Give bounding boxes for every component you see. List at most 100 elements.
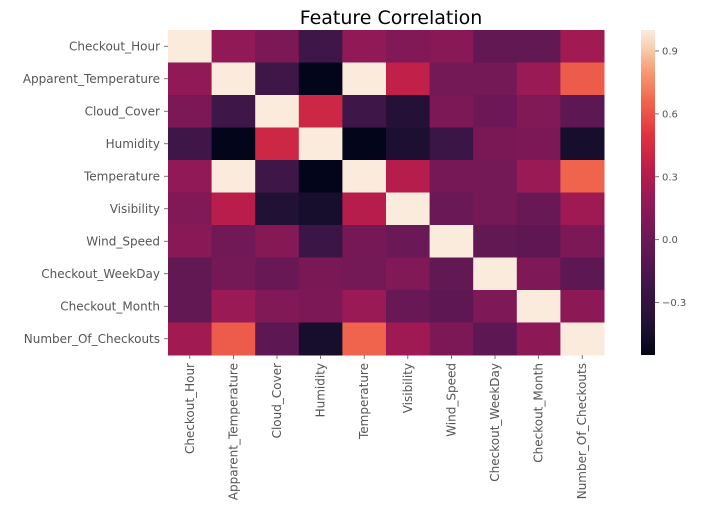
heatmap-cell [255, 95, 300, 128]
heatmap-cell [429, 192, 474, 226]
colorbar-tick-label: 0.9 [662, 46, 678, 57]
heatmap-cell [211, 62, 256, 96]
heatmap-cell [255, 290, 300, 323]
heatmap-cell [473, 160, 518, 193]
heatmap-cell [342, 225, 387, 258]
heatmap-cell [516, 127, 561, 161]
colorbar-tick-label: 0.6 [662, 109, 678, 120]
y-tick-label: Checkout_Month [60, 299, 160, 313]
y-tick-label: Wind_Speed [86, 234, 160, 248]
y-tick-label: Checkout_WeekDay [41, 267, 160, 281]
y-tick-label: Visibility [110, 202, 160, 216]
heatmap-cell [298, 30, 343, 63]
heatmap-cell [255, 30, 300, 63]
heatmap-cell [386, 127, 431, 161]
heatmap-cell [386, 322, 431, 356]
heatmap-cell [473, 322, 518, 356]
heatmap-cell [386, 160, 431, 193]
y-tick-labels: Checkout_Hour Apparent_Temperature Cloud_C… [23, 39, 168, 346]
colorbar-tick-label: 0.3 [662, 172, 678, 183]
heatmap-cell [255, 322, 300, 356]
heatmap-cell [342, 62, 387, 96]
heatmap-cell [386, 192, 431, 226]
y-tick-label: Humidity [106, 137, 160, 151]
heatmap-cell [298, 62, 343, 96]
heatmap-cell [516, 290, 561, 323]
x-tick-label: Checkout_Hour [183, 363, 197, 454]
heatmap-cell [560, 127, 605, 161]
heatmap-cell [429, 62, 474, 96]
heatmap-cell [516, 225, 561, 258]
heatmap-cell [168, 290, 213, 323]
heatmap-cell [560, 290, 605, 323]
heatmap-cell [473, 127, 518, 161]
heatmap-cell [429, 290, 474, 323]
heatmap-cell [211, 127, 256, 161]
heatmap-cell [255, 257, 300, 291]
heatmap-cell [386, 62, 431, 96]
heatmap-cell [168, 62, 213, 96]
heatmap-cell [298, 192, 343, 226]
heatmap-cell [560, 225, 605, 258]
heatmap-cell [560, 95, 605, 128]
heatmap-cell [211, 322, 256, 356]
x-tick-label: Checkout_Month [532, 363, 546, 463]
heatmap-cell [473, 62, 518, 96]
chart-title: Feature Correlation [300, 7, 483, 29]
y-tick-label: Cloud_Cover [85, 104, 160, 118]
heatmap-cell [516, 192, 561, 226]
heatmap-cell [211, 290, 256, 323]
heatmap-cell [386, 225, 431, 258]
heatmap-cell [298, 290, 343, 323]
heatmap-cell [429, 322, 474, 356]
heatmap-cells [168, 30, 605, 356]
heatmap-cell [386, 30, 431, 63]
heatmap-cell [516, 30, 561, 63]
heatmap-cell [168, 257, 213, 291]
heatmap-cell [560, 160, 605, 193]
heatmap-cell [342, 192, 387, 226]
heatmap-cell [473, 95, 518, 128]
heatmap-cell [298, 95, 343, 128]
heatmap-cell [429, 225, 474, 258]
y-tick-label: Temperature [83, 169, 160, 183]
heatmap-cell [168, 192, 213, 226]
x-tick-label: Humidity [314, 363, 328, 417]
y-tick-label: Checkout_Hour [69, 39, 160, 53]
heatmap-cell [473, 257, 518, 291]
colorbar-tick-label: 0.0 [662, 235, 678, 246]
heatmap-cell [168, 225, 213, 258]
heatmap-cell [473, 290, 518, 323]
heatmap-cell [560, 322, 605, 356]
heatmap-cell [211, 257, 256, 291]
heatmap-cell [386, 95, 431, 128]
heatmap-cell [560, 257, 605, 291]
colorbar: 0.9 0.6 0.3 0.0 −0.3 [641, 30, 686, 355]
heatmap-cell [298, 127, 343, 161]
x-tick-labels: Checkout_Hour Apparent_Temperature Cloud_C… [183, 355, 589, 500]
y-tick-label: Number_Of_Checkouts [24, 332, 160, 346]
x-tick-label: Apparent_Temperature [226, 363, 240, 500]
heatmap-cell [255, 62, 300, 96]
heatmap-cell [429, 160, 474, 193]
heatmap-cell [342, 160, 387, 193]
heatmap-cell [473, 30, 518, 63]
heatmap-cell [211, 95, 256, 128]
heatmap-cell [429, 95, 474, 128]
heatmap-cell [516, 95, 561, 128]
heatmap-cell [255, 127, 300, 161]
x-tick-label: Temperature [357, 363, 371, 440]
heatmap-cell [168, 30, 213, 63]
heatmap-cell [168, 322, 213, 356]
colorbar-gradient [641, 30, 655, 355]
heatmap-cell [342, 95, 387, 128]
heatmap-cell [342, 322, 387, 356]
x-tick-label: Wind_Speed [444, 363, 458, 437]
heatmap-cell [386, 257, 431, 291]
heatmap-cell [211, 160, 256, 193]
heatmap-cell [211, 192, 256, 226]
colorbar-tick-label: −0.3 [662, 298, 686, 309]
heatmap-cell [516, 322, 561, 356]
heatmap-cell [211, 225, 256, 258]
